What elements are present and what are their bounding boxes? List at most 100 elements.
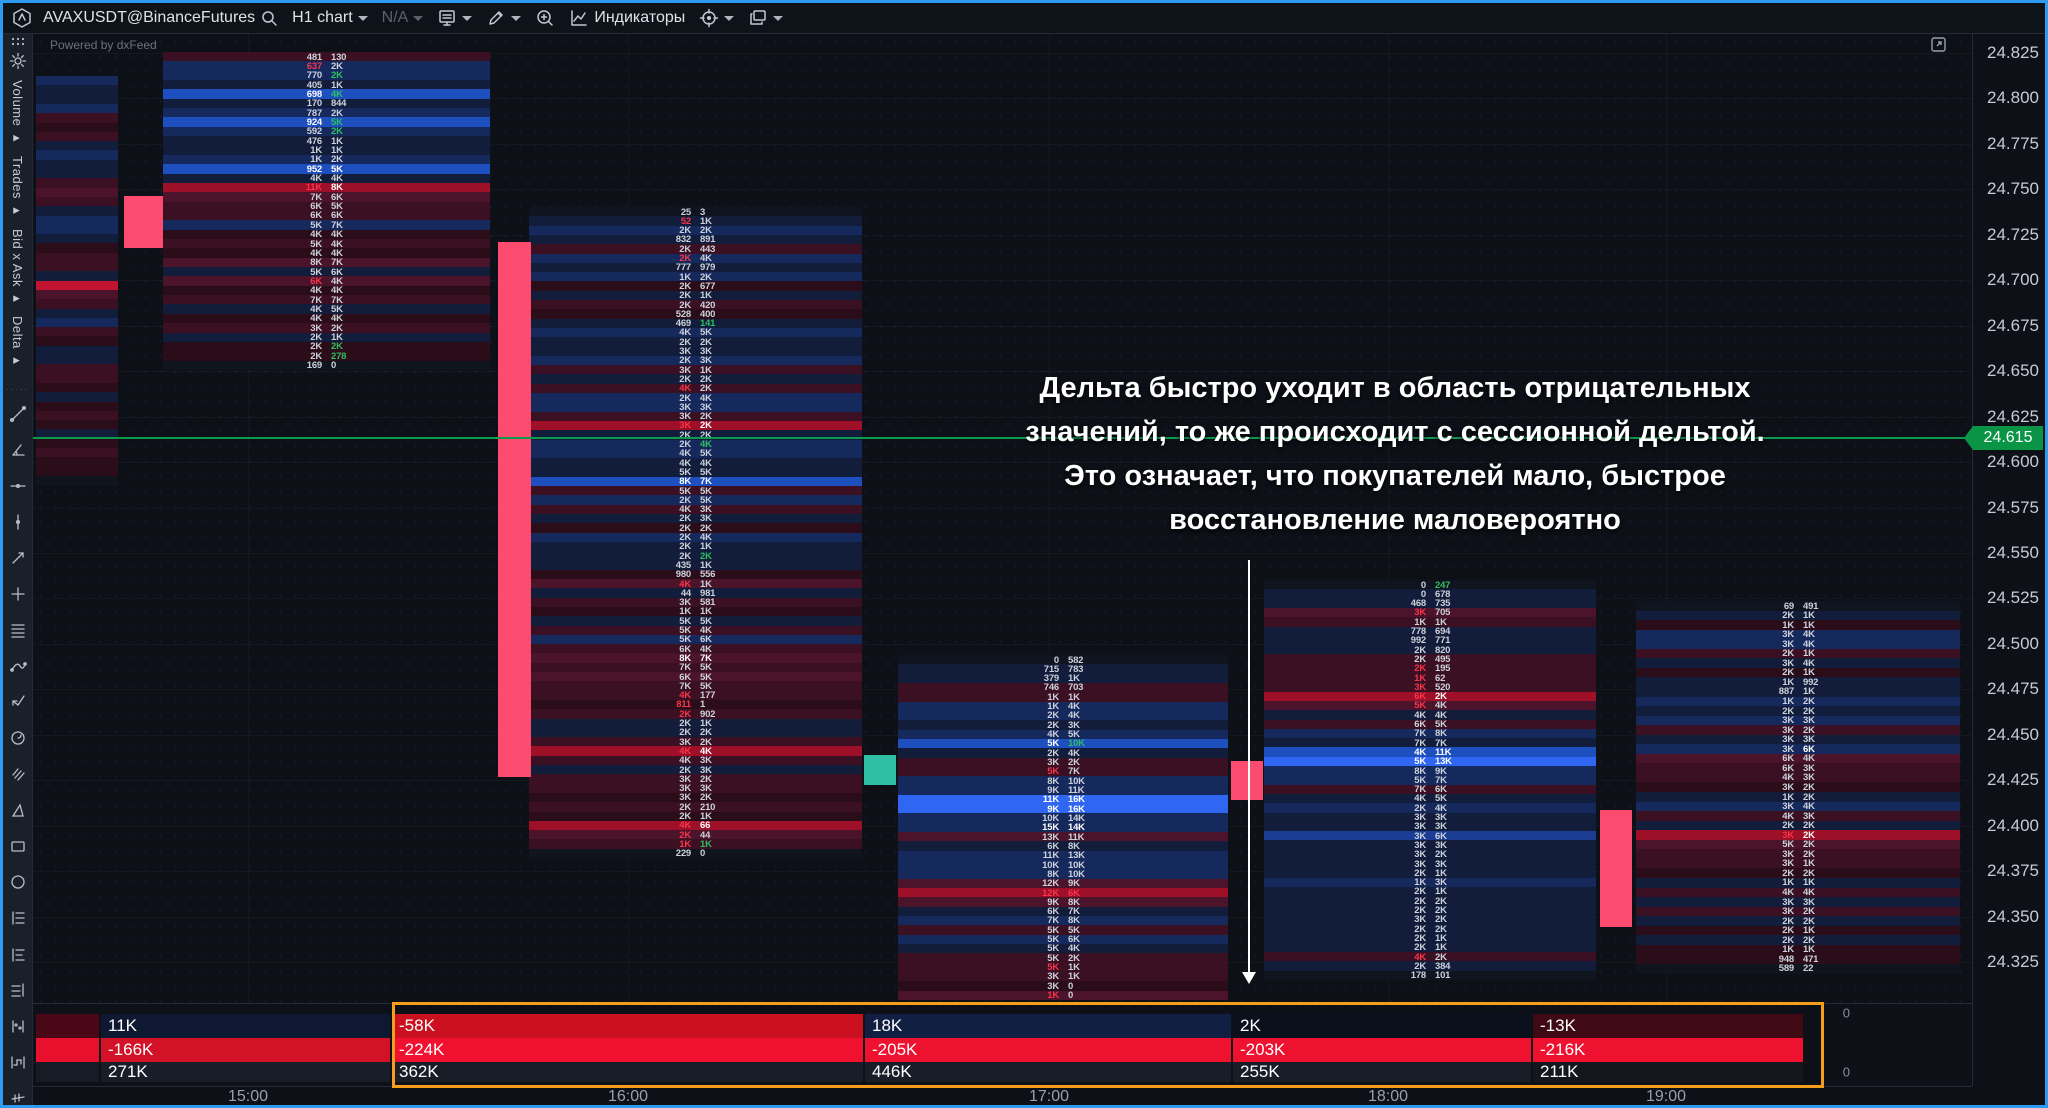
ask-value: 705 <box>1435 607 1451 619</box>
ask-value: 10K <box>1068 859 1085 871</box>
curve-tool-icon[interactable] <box>5 648 31 684</box>
delta-cell: 271K <box>101 1062 390 1082</box>
bar-15h-cluster: 481 130 637 2K 770 2K 405 1K 698 4K 170 844 787 2K 924… <box>163 51 490 371</box>
panel-toggle-volume[interactable]: Volume ▸ <box>10 80 25 146</box>
polyline-tool-icon[interactable] <box>5 684 31 720</box>
horizontal-line-icon[interactable] <box>5 468 31 504</box>
ask-value: 10K <box>1068 775 1085 787</box>
cross-tool-icon[interactable] <box>5 576 31 612</box>
fib-retracement-icon[interactable] <box>5 900 31 936</box>
triangle-tool-icon[interactable] <box>5 792 31 828</box>
ask-value: 6K <box>1435 784 1447 796</box>
ask-value: 0 <box>1068 990 1074 1002</box>
ask-value: 891 <box>700 234 716 246</box>
rectangle-tool-icon[interactable] <box>5 828 31 864</box>
cluster-row: 4K 4K <box>529 746 862 757</box>
layout-button[interactable] <box>744 8 787 28</box>
panel-toggle-trades[interactable]: Trades ▸ <box>10 155 25 219</box>
chart-plot-area[interactable]: 481 130 637 2K 770 2K 405 1K 698 4K 170 844 787 2K 924… <box>33 34 1972 1003</box>
ask-value: 5K <box>1435 719 1447 730</box>
ask-value: 2K <box>700 429 712 441</box>
bid-value: 5K <box>310 266 322 278</box>
annotation-text[interactable]: Дельта быстро уходит в область отрицател… <box>950 366 1840 542</box>
circle-tool-icon[interactable] <box>5 864 31 900</box>
ask-value: 703 <box>1068 682 1084 694</box>
gear-icon[interactable] <box>5 52 31 70</box>
cluster-row <box>36 150 118 161</box>
ask-value: 3K <box>700 513 712 525</box>
cluster-row: 1K 1K <box>1636 620 1960 631</box>
vertical-line-icon[interactable] <box>5 504 31 540</box>
delta-cell: -203K <box>1233 1038 1531 1062</box>
bid-value: 4K <box>1414 793 1426 805</box>
fib-fan-icon[interactable] <box>5 972 31 1008</box>
bid-value: 832 <box>675 234 691 246</box>
bar-19h-cluster: 69 491 2K 1K 1K 1K 3K 4K 3K 4K 2K 1K 3K 4K 2K 1K 1K 992 88… <box>1636 601 1960 975</box>
cluster-row: 3K 2K <box>529 420 862 431</box>
ask-value: 8K <box>1068 896 1080 908</box>
ask-value: 2K <box>331 341 343 353</box>
ask-value: 2K <box>1435 895 1447 907</box>
ask-value: 2K <box>700 373 712 385</box>
ticks-tool-icon[interactable] <box>5 1080 31 1108</box>
bid-value: 2K <box>679 718 691 729</box>
cluster-row: 2K 1K <box>529 718 862 729</box>
cluster-row: 5K 13K <box>1264 756 1596 767</box>
crosshair-button[interactable] <box>695 8 738 28</box>
symbol-selector[interactable]: AVAXUSDT@BinanceFutures <box>39 9 282 27</box>
fib-channel-icon[interactable] <box>5 936 31 972</box>
templates-button[interactable] <box>433 8 476 28</box>
ask-value: 3K <box>700 764 712 776</box>
cluster-row: 589 22 <box>1636 963 1960 975</box>
bid-value: 948 <box>1778 953 1794 965</box>
link-selector[interactable]: N/A <box>378 9 428 27</box>
panel-toggle-delta[interactable]: Delta ▸ <box>10 316 25 369</box>
hatch-tool-icon[interactable] <box>5 756 31 792</box>
time-axis[interactable]: 15:00 16:00 17:00 18:00 19:00 <box>33 1086 1972 1105</box>
cluster-row: 25 3 <box>529 207 862 217</box>
ask-value: 2K <box>1803 839 1815 851</box>
ask-value: 130 <box>331 51 347 63</box>
bid-value: 6K <box>679 671 691 683</box>
bid-value: 7K <box>679 662 691 674</box>
cluster-row: 7K 5K <box>529 681 862 692</box>
spiral-tool-icon[interactable] <box>5 720 31 756</box>
price-axis[interactable]: 24.615 24.825 24.800 24.775 24.750 24.725 24.… <box>1964 34 2045 1086</box>
bid-value: 8K <box>1414 765 1426 777</box>
delta-cell: -216K <box>1533 1038 1803 1062</box>
maximize-pane-icon[interactable] <box>1930 36 1947 58</box>
bid-value: 2K <box>1782 648 1794 660</box>
ask-value: 2K <box>1435 914 1447 926</box>
ask-value: 7K <box>700 652 712 664</box>
timeframe-selector[interactable]: H1 chart <box>288 9 371 27</box>
steps-tool-icon[interactable] <box>5 1044 31 1080</box>
pitchfork-tool-icon[interactable] <box>5 1008 31 1044</box>
arrow-tool-icon[interactable] <box>5 540 31 576</box>
trend-line-icon[interactable] <box>5 396 31 432</box>
bid-value: 5K <box>679 466 691 478</box>
cluster-row: 980 556 <box>529 569 862 580</box>
panel-toggles: Volume ▸ Trades ▸ Bid x Ask ▸ Delta ▸ <box>10 70 25 379</box>
bid-value: 3K <box>1782 829 1794 841</box>
cluster-row: 2K 278 <box>163 351 490 362</box>
indicators-button[interactable]: Индикаторы <box>565 8 689 28</box>
cluster-row: 4K 3K <box>529 755 862 766</box>
cluster-row <box>36 252 118 263</box>
bid-value: 12K <box>1042 887 1059 899</box>
orange-highlight-box[interactable] <box>392 1002 1824 1088</box>
ask-value: 981 <box>700 587 716 599</box>
cluster-row <box>36 345 118 356</box>
grid-menu-icon[interactable] <box>5 36 31 52</box>
ask-value: 4K <box>331 173 343 185</box>
cluster-row: 4K 5K <box>163 304 490 315</box>
bid-value: 3K <box>1414 839 1426 851</box>
angle-tool-icon[interactable] <box>5 432 31 468</box>
cluster-row: 3K 3K <box>1636 897 1960 908</box>
platform-logo-icon[interactable] <box>11 7 33 29</box>
drawing-button[interactable] <box>482 8 525 28</box>
panel-toggle-bid-x-ask[interactable]: Bid x Ask ▸ <box>10 228 25 307</box>
parallel-lines-icon[interactable] <box>5 612 31 648</box>
bid-value: 6K <box>1782 762 1794 774</box>
zoom-button[interactable] <box>531 8 559 28</box>
bid-value: 3K <box>1414 681 1426 693</box>
